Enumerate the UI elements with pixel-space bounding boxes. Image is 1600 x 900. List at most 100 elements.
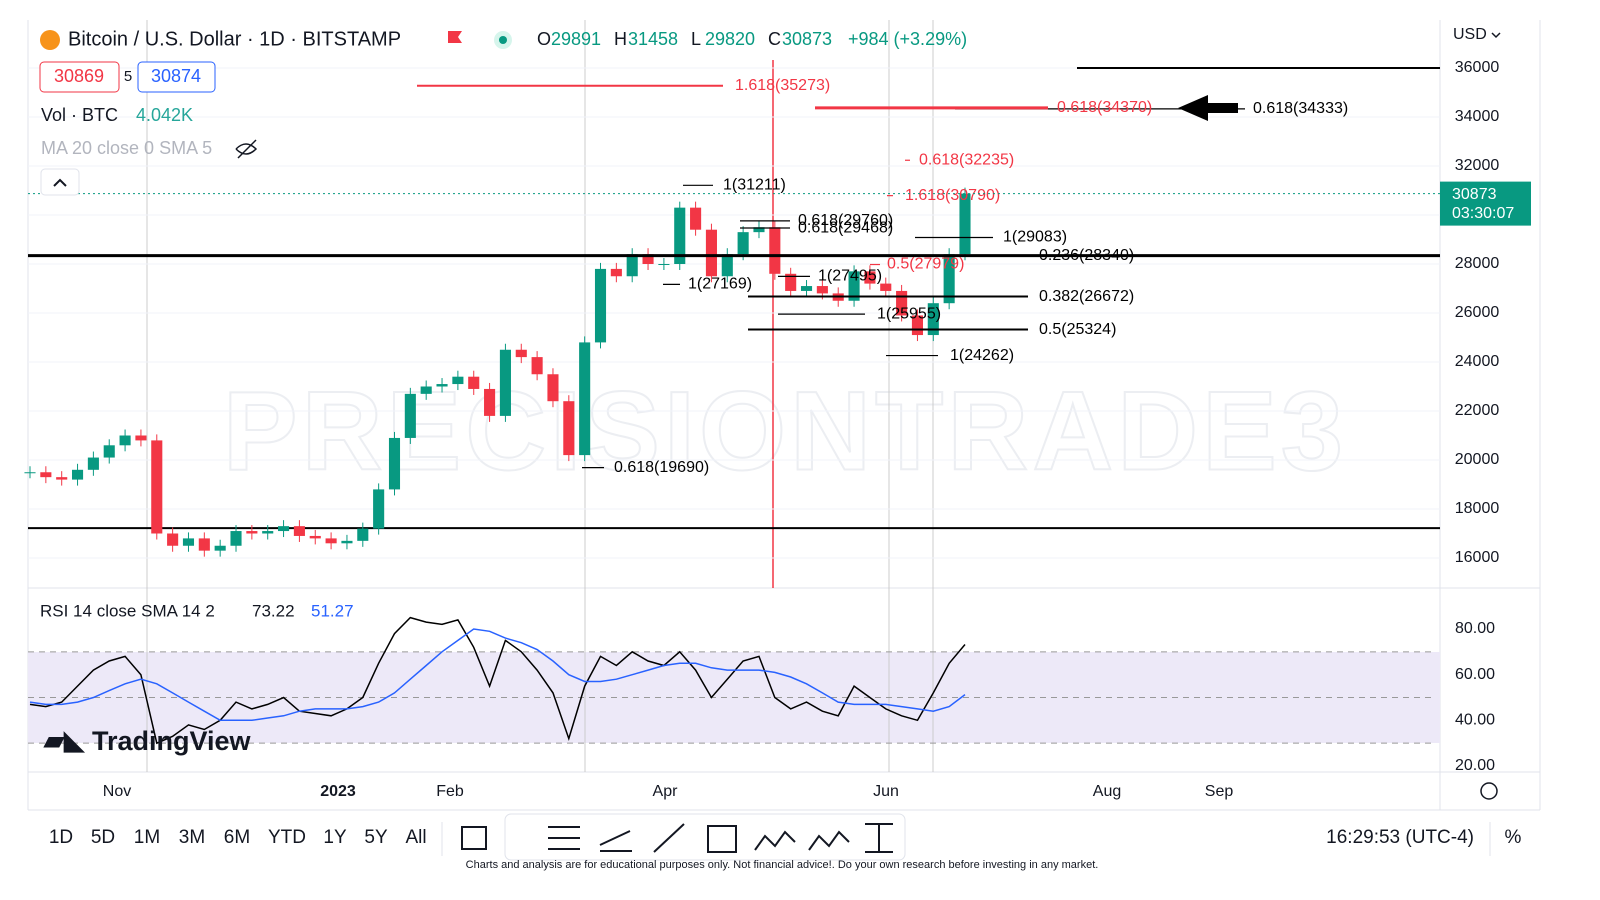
- bid[interactable]: 30869: [54, 66, 104, 86]
- ohlc: O 29891 H 31458 L 29820 C 30873: [537, 29, 832, 49]
- level-label: 0.5(27979): [887, 256, 964, 273]
- rsi-tick-label: 40.00: [1455, 712, 1495, 729]
- level-label: 1(25955): [877, 305, 941, 322]
- level-label: 0.618(34370): [1057, 99, 1152, 116]
- candle: [135, 435, 147, 441]
- candle: [198, 538, 210, 551]
- flag[interactable]: [448, 31, 462, 43]
- y-tick-label: 36000: [1455, 59, 1500, 76]
- y-tick-label: 20000: [1455, 451, 1500, 468]
- candle: [40, 472, 52, 478]
- range-button[interactable]: 6M: [224, 827, 250, 848]
- candle: [151, 440, 163, 534]
- level-label: 1.618(35273): [735, 77, 830, 94]
- hide-icon[interactable]: [235, 139, 258, 159]
- volume-value: 4.042K: [136, 105, 193, 125]
- candle: [800, 286, 813, 291]
- candle: [705, 229, 717, 277]
- candle: [246, 531, 258, 534]
- rsi-tick-label: 60.00: [1455, 666, 1495, 683]
- x-tick-label: 2023: [320, 783, 356, 800]
- candle: [262, 531, 274, 534]
- range-buttons: 1D 5D 1M 3M 6M YTD 1Y 5Y All: [49, 827, 427, 848]
- level-label: 1.618(30790): [905, 187, 1000, 204]
- calendar-icon[interactable]: [461, 826, 487, 850]
- lines-tool[interactable]: [548, 826, 580, 850]
- range-button[interactable]: 3M: [179, 827, 205, 848]
- x-tick-label: Aug: [1093, 783, 1121, 800]
- candle: [293, 526, 305, 536]
- level-label: 0.5(25324): [1039, 321, 1116, 338]
- y-tick-label: 28000: [1455, 255, 1500, 272]
- candle: [515, 349, 527, 358]
- candle: [880, 283, 892, 291]
- x-tick-label: Feb: [436, 783, 464, 800]
- rsi-tick-label: 80.00: [1455, 620, 1495, 637]
- y-tick-label: 16000: [1455, 549, 1500, 566]
- range-button[interactable]: 1D: [49, 827, 73, 848]
- candle: [785, 273, 797, 291]
- candle: [325, 538, 337, 544]
- elliott-tool[interactable]: [808, 830, 850, 851]
- price-tag-value: 30873: [1452, 186, 1497, 203]
- rect-tool[interactable]: [707, 825, 737, 853]
- ohlc-value: 29891: [551, 29, 601, 49]
- candle: [911, 315, 924, 336]
- candle: [182, 538, 195, 546]
- currency[interactable]: USD: [1453, 26, 1487, 43]
- candle: [388, 437, 401, 490]
- level-label: 0.236(28340): [1039, 247, 1134, 264]
- range-button[interactable]: 5D: [91, 827, 115, 848]
- range-button[interactable]: 1M: [134, 827, 160, 848]
- ask[interactable]: 30874: [151, 66, 201, 86]
- rsi-label: RSI 14 close SMA 14 2: [40, 601, 215, 620]
- pattern-tool[interactable]: [754, 830, 796, 851]
- level-label: 1(27169): [688, 276, 752, 293]
- rsi-line: [29, 616, 966, 745]
- trend-tool[interactable]: [653, 823, 685, 853]
- percent-toggle[interactable]: %: [1505, 827, 1522, 848]
- candle: [56, 477, 68, 480]
- y-tick-label: 18000: [1455, 500, 1500, 517]
- settings-icon[interactable]: [1480, 782, 1498, 800]
- candle: [848, 271, 860, 301]
- symbol[interactable]: Bitcoin / U.S. Dollar · 1D · BITSTAMP: [68, 28, 401, 50]
- range-button[interactable]: All: [405, 827, 426, 848]
- level-label: 0.618(34333): [1253, 100, 1348, 117]
- measure-tool[interactable]: [865, 823, 893, 853]
- rsi-sma-value: 51.27: [311, 601, 354, 620]
- range-button[interactable]: YTD: [268, 827, 306, 848]
- ask-box[interactable]: [137, 61, 216, 93]
- bid-box[interactable]: [39, 61, 120, 93]
- collapse-button[interactable]: [40, 168, 80, 196]
- candle: [420, 386, 432, 394]
- candle: [167, 533, 179, 546]
- candle: [119, 435, 131, 446]
- level-label: 0.618(29468): [798, 219, 893, 236]
- range-button[interactable]: 5Y: [364, 827, 388, 848]
- y-tick-label: 22000: [1455, 402, 1500, 419]
- candle: [547, 374, 559, 402]
- candle: [658, 264, 670, 265]
- fib-tool[interactable]: [599, 830, 632, 852]
- ohlc-key: C: [768, 29, 781, 49]
- chevron: [53, 178, 67, 187]
- candle: [341, 540, 353, 544]
- level-label: 1(27495): [818, 268, 882, 285]
- candle: [214, 545, 226, 551]
- y-tick-label: 34000: [1455, 108, 1500, 125]
- candle: [452, 376, 464, 385]
- candle: [579, 342, 591, 456]
- candle: [24, 472, 36, 474]
- ma-label: MA 20 close 0 SMA 5: [41, 138, 212, 158]
- candle: [626, 254, 638, 277]
- y-tick-label: 26000: [1455, 304, 1500, 321]
- candle: [531, 357, 543, 375]
- range-button[interactable]: 1Y: [323, 827, 347, 848]
- x-tick-label: Nov: [103, 783, 131, 800]
- btc-icon: [40, 30, 60, 50]
- x-tick-label: Jun: [873, 783, 899, 800]
- candle: [721, 254, 733, 277]
- ohlc-value: 31458: [628, 29, 678, 49]
